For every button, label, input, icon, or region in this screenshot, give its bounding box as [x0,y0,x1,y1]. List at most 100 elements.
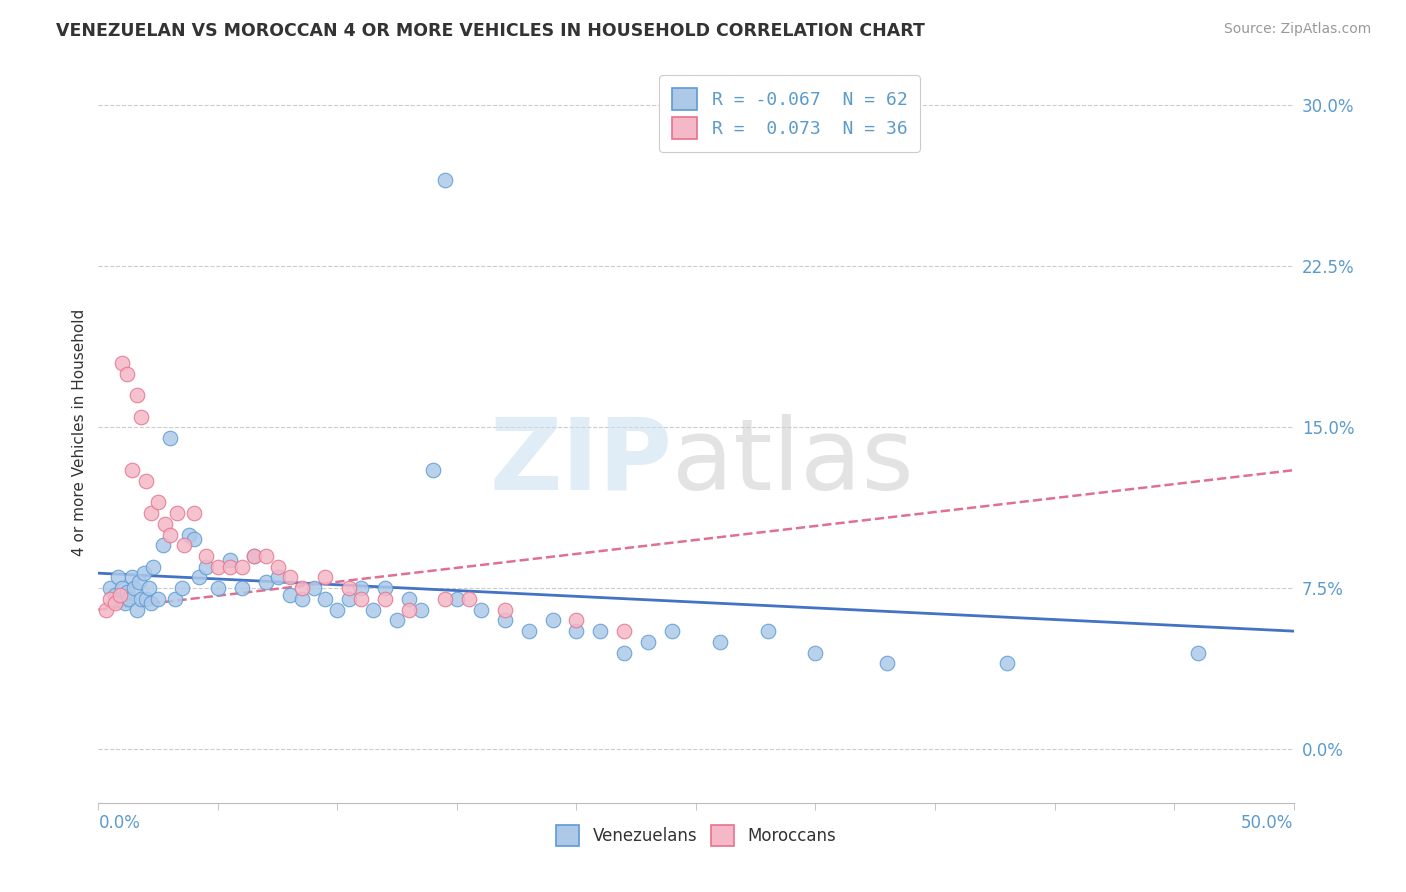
Point [138,581,160,595]
Point [152,538,174,552]
Text: Source: ZipAtlas.com: Source: ZipAtlas.com [1223,22,1371,37]
Point [494,614,516,628]
Point [804,646,827,660]
Point [159,431,181,445]
Point [195,549,218,563]
Point [125,602,148,616]
Point [613,624,636,639]
Point [315,591,337,606]
Point [385,614,409,628]
Point [131,409,153,424]
Point [207,559,229,574]
Point [1187,646,1209,660]
Point [219,559,242,574]
Point [458,591,481,606]
Point [125,388,148,402]
Point [339,581,361,595]
Point [411,602,433,616]
Point [565,614,588,628]
Point [107,570,129,584]
Point [541,614,564,628]
Point [115,367,138,381]
Point [135,474,157,488]
Point [494,602,516,616]
Point [278,588,301,602]
Point [254,574,277,589]
Point [155,516,177,531]
Point [121,463,143,477]
Point [195,559,218,574]
Point [139,506,162,520]
Point [339,591,361,606]
Point [104,588,127,602]
Point [267,559,290,574]
Point [350,581,373,595]
Point [163,591,186,606]
Point [374,591,396,606]
Point [139,596,162,610]
Y-axis label: 4 or more Vehicles in Household: 4 or more Vehicles in Household [72,309,87,557]
Point [350,591,373,606]
Point [613,646,636,660]
Point [135,591,157,606]
Point [148,495,170,509]
Point [876,657,898,671]
Point [231,581,253,595]
Point [207,581,229,595]
Point [398,591,420,606]
Point [114,596,136,610]
Point [434,173,457,187]
Point [179,527,201,541]
Point [315,570,337,584]
Text: ZIP: ZIP [489,414,672,511]
Point [121,570,143,584]
Point [254,549,277,563]
Point [183,506,205,520]
Point [291,581,314,595]
Point [115,585,138,599]
Point [108,591,131,606]
Point [243,549,266,563]
Point [219,553,242,567]
Point [363,602,385,616]
Point [111,356,134,370]
Point [709,635,731,649]
Point [470,602,492,616]
Point [108,588,131,602]
Point [637,635,659,649]
Point [565,624,588,639]
Legend: Venezuelans, Moroccans: Venezuelans, Moroccans [544,814,848,857]
Point [446,591,468,606]
Text: atlas: atlas [672,414,914,511]
Point [661,624,683,639]
Point [118,591,141,606]
Point [374,581,396,595]
Point [267,570,290,584]
Point [187,570,209,584]
Point [148,591,170,606]
Point [128,574,150,589]
Point [172,581,194,595]
Point [231,559,253,574]
Point [132,566,155,581]
Point [94,602,117,616]
Point [291,591,314,606]
Point [111,581,134,595]
Point [302,581,325,595]
Point [124,581,146,595]
Point [589,624,612,639]
Point [422,463,444,477]
Point [166,506,188,520]
Point [398,602,420,616]
Text: 0.0%: 0.0% [98,814,141,831]
Point [173,538,195,552]
Point [98,591,122,606]
Point [183,532,205,546]
Point [243,549,266,563]
Point [434,591,457,606]
Point [142,559,165,574]
Point [159,527,181,541]
Point [517,624,540,639]
Point [278,570,301,584]
Text: VENEZUELAN VS MOROCCAN 4 OR MORE VEHICLES IN HOUSEHOLD CORRELATION CHART: VENEZUELAN VS MOROCCAN 4 OR MORE VEHICLE… [56,22,925,40]
